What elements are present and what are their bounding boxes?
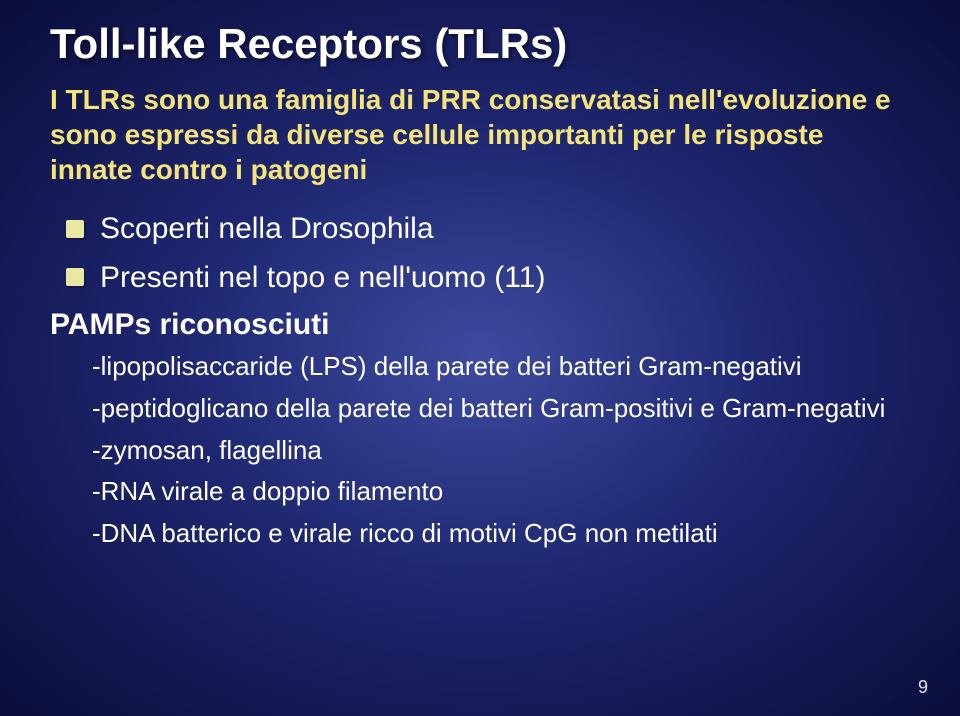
sub-bullet-item: -lipopolisaccaride (LPS) della parete de… [92,350,910,384]
main-bullet-list: Scoperti nella Drosophila Presenti nel t… [50,209,910,298]
slide-title: Toll-like Receptors (TLRs) [50,20,910,68]
intro-paragraph: I TLRs sono una famiglia di PRR conserva… [50,82,910,187]
slide-container: Toll-like Receptors (TLRs) I TLRs sono u… [0,0,960,551]
sub-bullet-item: -peptidoglicano della parete dei batteri… [92,392,910,426]
main-bullet-item: Presenti nel topo e nell'uomo (11) [50,258,910,299]
sub-bullet-item: -RNA virale a doppio filamento [92,475,910,509]
pamps-subheading: PAMPs riconosciuti [50,308,910,342]
sub-bullet-item: -DNA batterico e virale ricco di motivi … [92,517,910,551]
main-bullet-item: Scoperti nella Drosophila [50,209,910,250]
sub-bullet-item: -zymosan, flagellina [92,434,910,468]
sub-bullet-list: -lipopolisaccaride (LPS) della parete de… [50,350,910,551]
page-number: 9 [918,677,928,698]
